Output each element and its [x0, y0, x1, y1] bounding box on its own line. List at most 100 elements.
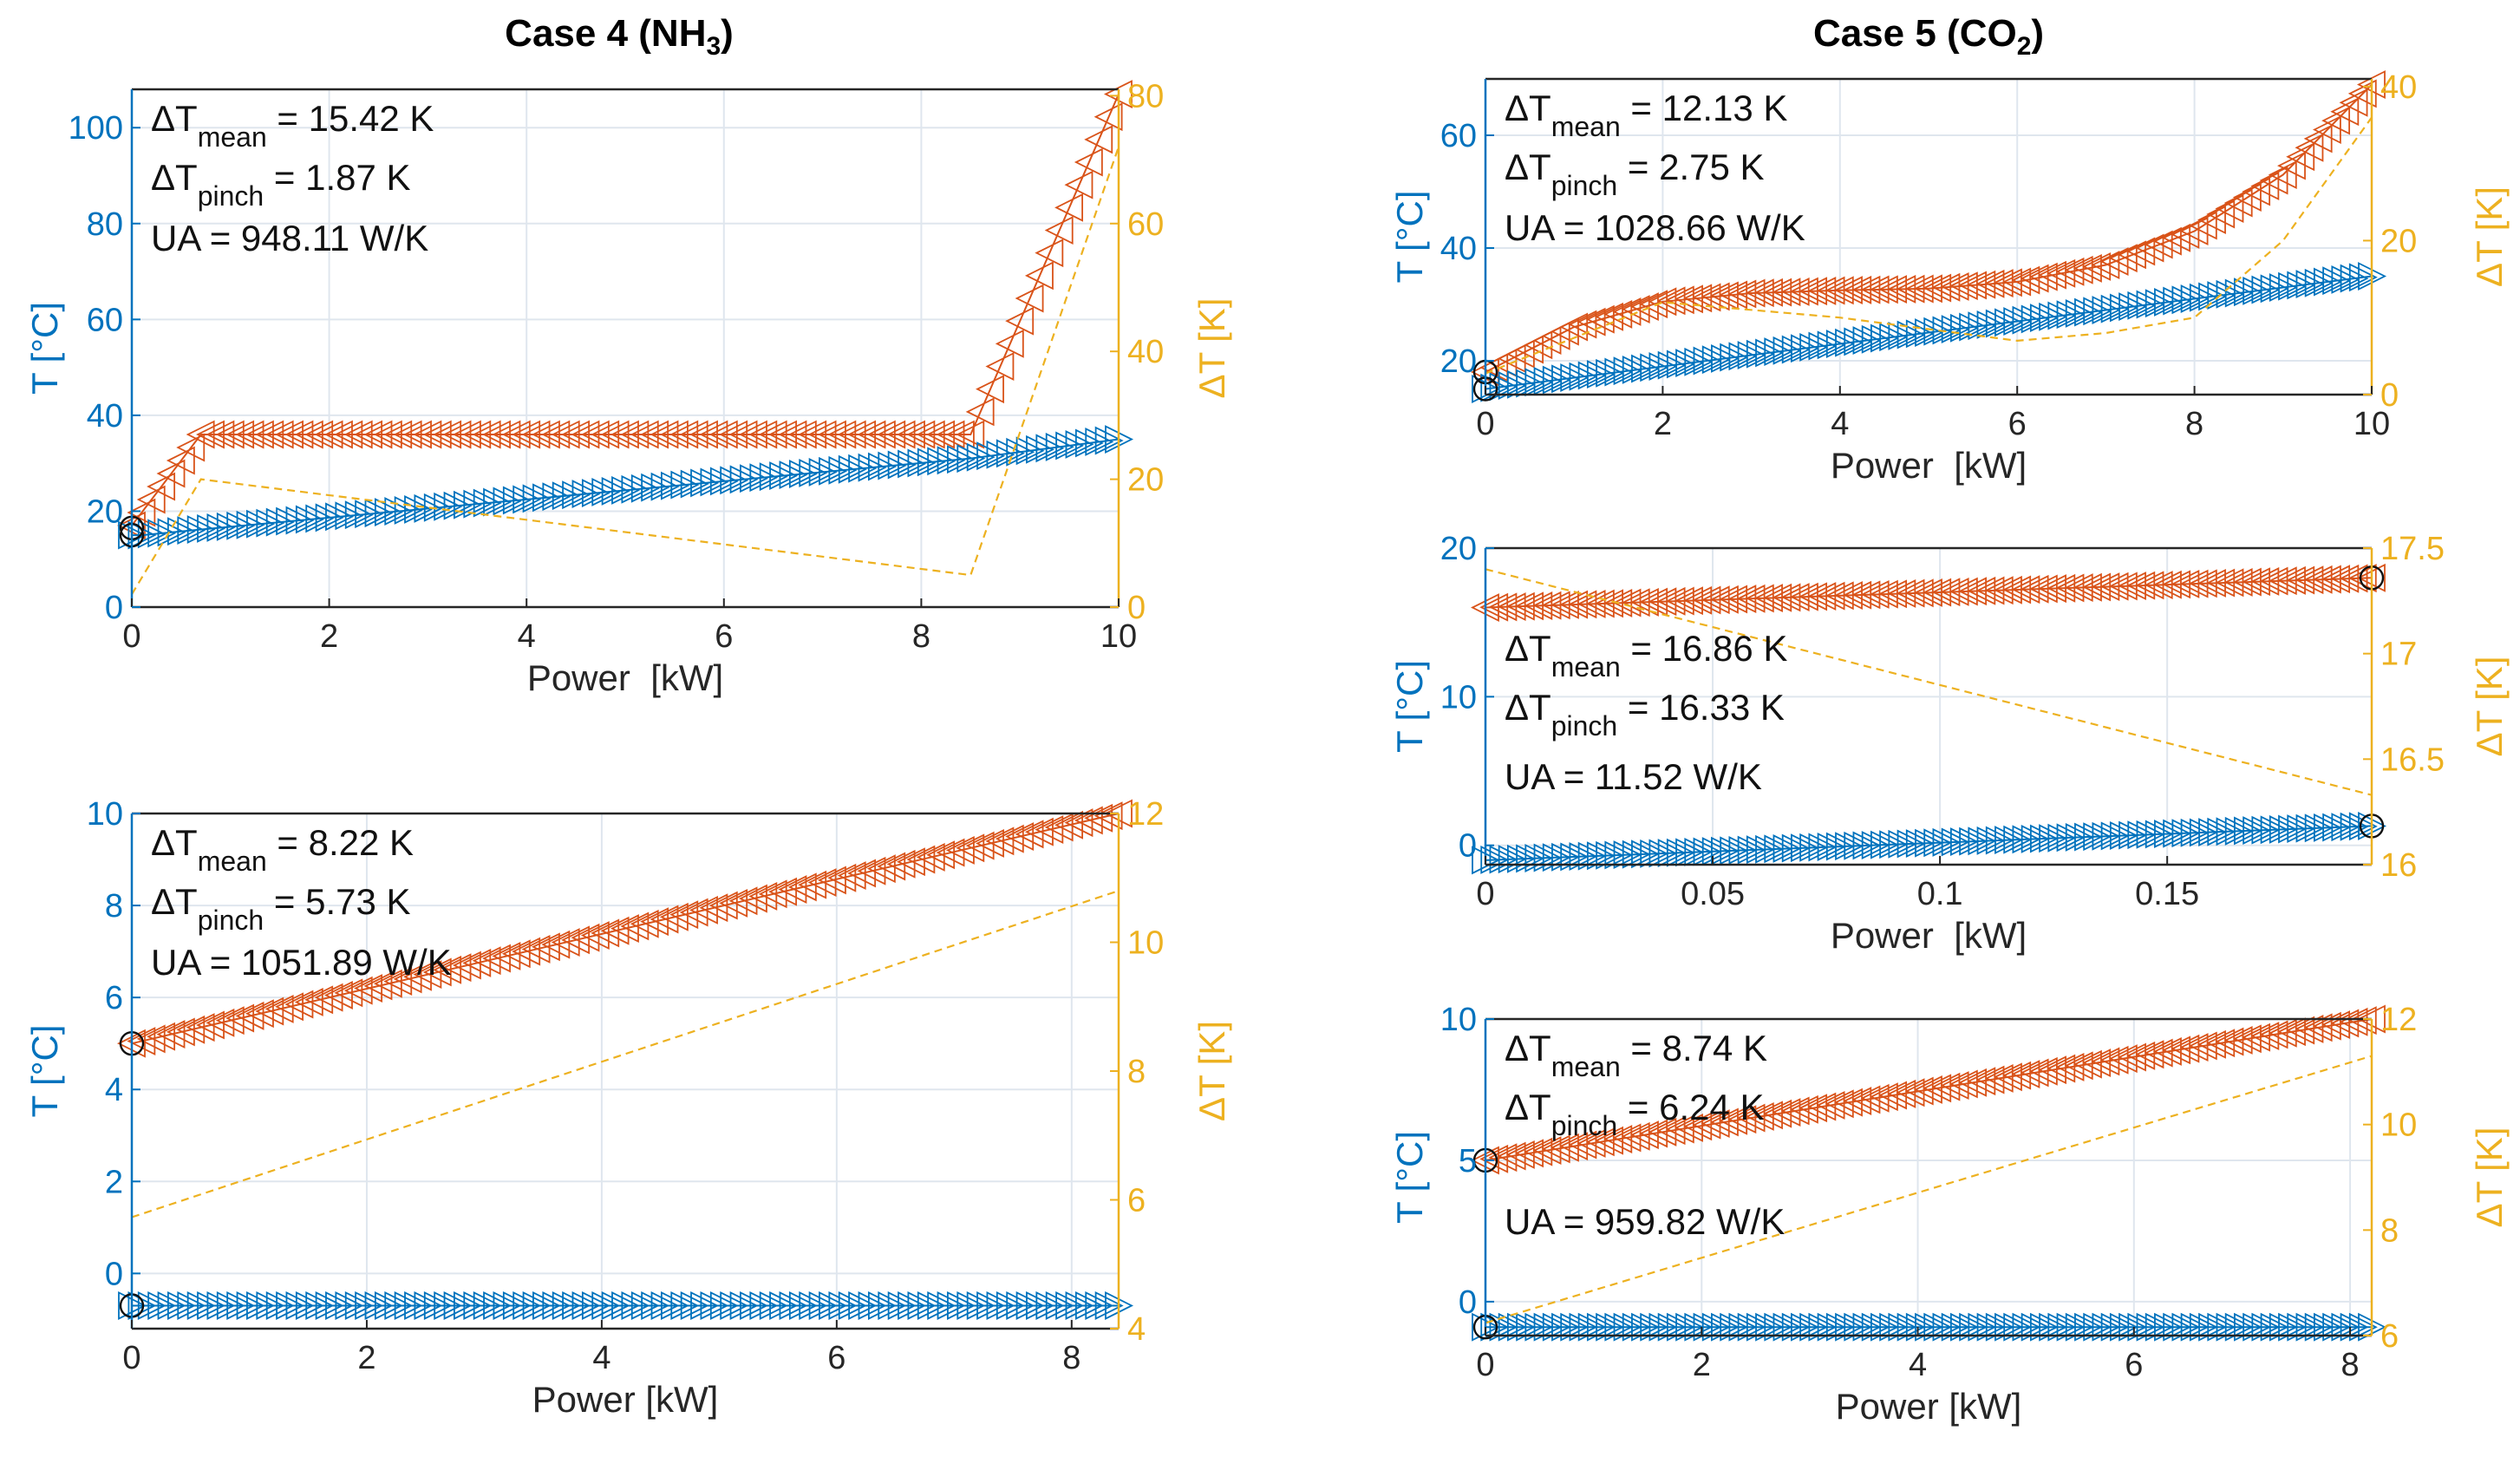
series-cold-marker [2180, 1312, 2210, 1342]
series-cold-marker [2340, 264, 2369, 293]
series-hot-marker [1789, 277, 1818, 306]
series-hot-marker [1984, 269, 2014, 298]
series-cold-marker [2003, 307, 2033, 336]
series-hot-marker [936, 420, 965, 449]
series-cold-marker [641, 1291, 670, 1320]
series-cold-marker [986, 440, 1015, 469]
series-cold-marker [1976, 826, 2006, 855]
annotation-mean-subscript: mean [1551, 1051, 1621, 1082]
series-cold-marker [1879, 1312, 1909, 1342]
series-cold-marker [2260, 1312, 2289, 1342]
series-hot-marker [1843, 580, 1872, 610]
series-cold-marker [927, 1291, 956, 1320]
series-cold-marker [2260, 815, 2289, 845]
series-hot-marker [2073, 1049, 2102, 1079]
y-tick-label: 40 [87, 398, 123, 434]
series-cold-marker [1701, 1312, 1731, 1342]
y-axis-label: T [°C] [1389, 190, 1430, 283]
series-cold-marker [2348, 263, 2378, 292]
plot-area [132, 813, 1119, 1329]
y2-tick-label: 0 [2380, 377, 2399, 414]
x-tick-label: 6 [2008, 406, 2027, 442]
y-tick-label: 40 [1440, 231, 1477, 267]
series-cold-marker [2278, 271, 2308, 301]
series-hot-marker [650, 905, 679, 934]
series-cold-marker [1613, 1312, 1642, 1342]
series-hot-marker [1736, 584, 1766, 613]
series-hot-marker [1629, 1121, 1659, 1150]
series-cold-marker [2136, 290, 2165, 319]
series-hot-marker [1878, 579, 1908, 609]
series-hot-marker [294, 420, 323, 449]
series-cold-marker [1737, 341, 1766, 369]
series-hot-marker [482, 420, 511, 449]
series-cold-marker [2145, 820, 2174, 849]
series-hot-marker [956, 833, 985, 863]
series-hot-marker [2144, 230, 2173, 259]
series-hot-marker [2259, 1020, 2288, 1049]
series-hot-marker [857, 856, 886, 885]
series-hot-marker [1993, 575, 2022, 604]
series-cold-marker [2189, 818, 2218, 847]
series-cold-marker [1825, 1312, 1855, 1342]
series-cold-marker [1923, 317, 1953, 346]
series-cold-marker [1772, 834, 1802, 863]
series-hot-marker [2055, 1052, 2085, 1081]
series-hot-marker [1541, 1134, 1570, 1164]
y-tick-label: 10 [1440, 1002, 1477, 1038]
series-cold-marker [1542, 365, 1571, 395]
annotation-pinch-value: = 16.33 K [1617, 687, 1785, 728]
series-hot-marker [1719, 280, 1748, 310]
annotation-pinch-prefix: ΔT [151, 157, 198, 198]
series-hot-marker [2268, 1018, 2297, 1048]
series-cold-marker [1524, 368, 1554, 397]
series-cold-marker [1675, 838, 1705, 867]
series-cold-marker [394, 1291, 423, 1320]
series-cold-marker [2189, 283, 2218, 312]
series-hot-marker [2162, 223, 2191, 252]
annotation-delta-t-mean: ΔTmean = 15.42 K [151, 98, 434, 153]
series-deltaT-line [1485, 568, 2373, 796]
series-hot-marker [976, 829, 1004, 858]
series-hot-marker [2295, 565, 2324, 595]
series-cold-marker [562, 480, 591, 510]
series-cold-marker [2039, 302, 2068, 331]
series-hot-marker [679, 898, 708, 927]
series-cold-marker [1586, 841, 1616, 871]
series-cold-marker [1622, 1312, 1651, 1342]
series-hot-marker [186, 420, 215, 449]
series-cold-marker [186, 1291, 216, 1320]
series-cold-marker [2278, 1312, 2308, 1342]
series-cold-marker [1701, 345, 1731, 375]
series-cold-marker [2216, 817, 2245, 846]
series-hot-marker [897, 847, 925, 877]
series-hot-marker [1505, 1140, 1535, 1169]
series-cold-marker [611, 475, 641, 505]
series-hot-marker [2126, 237, 2156, 266]
series-hot-marker [886, 849, 916, 879]
series-cold-marker [947, 1291, 976, 1320]
series-hot-marker [965, 397, 995, 427]
series-hot-marker [669, 420, 699, 449]
series-hot-marker [1559, 312, 1589, 342]
y-tick-label: 20 [87, 493, 123, 530]
series-hot-marker [798, 420, 827, 449]
series-hot-marker [1692, 1110, 1721, 1140]
series-cold-marker [1994, 308, 2023, 337]
series-hot-marker [778, 420, 807, 449]
series-hot-marker [1949, 577, 1978, 606]
series-hot-marker [1772, 1098, 1801, 1127]
series-hot-marker [847, 420, 877, 449]
series-hot-marker [1745, 278, 1774, 308]
series-hot-marker [2188, 1031, 2217, 1061]
series-cold-marker [1533, 1312, 1563, 1342]
series-hot-marker [1054, 810, 1083, 840]
series-hot-marker [758, 879, 787, 909]
series-cold-marker [404, 494, 434, 524]
series-hot-marker [1931, 578, 1961, 607]
series-hot-marker [2099, 247, 2129, 277]
series-hot-marker [1683, 1112, 1713, 1141]
annotation-mean-value: = 8.74 K [1621, 1028, 1767, 1068]
series-cold-marker [542, 1291, 571, 1320]
series-cold-marker [2127, 1312, 2157, 1342]
